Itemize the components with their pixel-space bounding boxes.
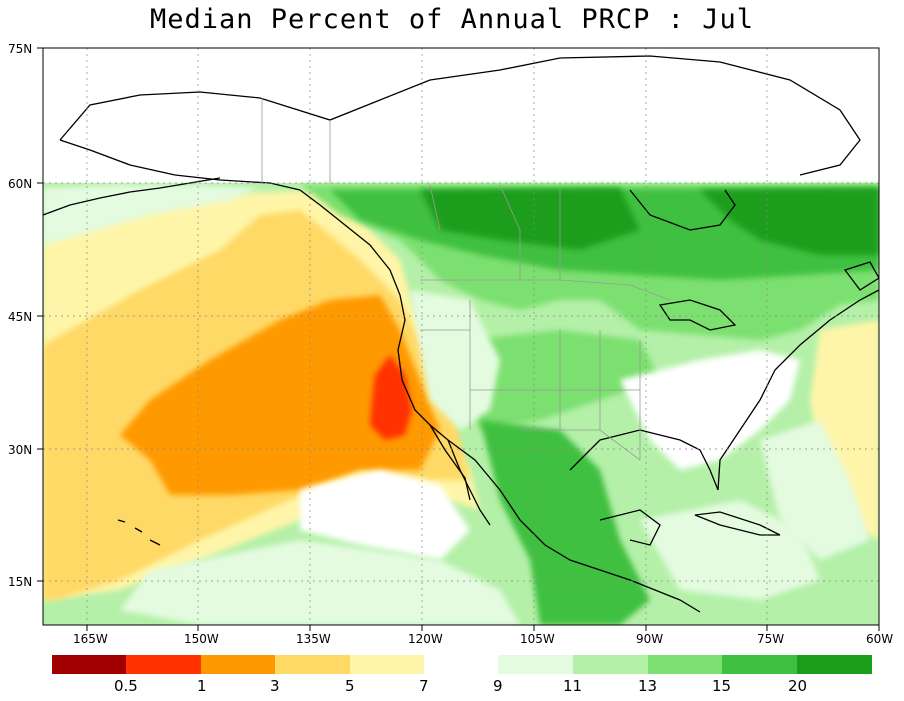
legend-label-7: 7 (419, 677, 429, 695)
legend-label-15: 15 (712, 677, 732, 695)
lon-label-150w: 150W (184, 632, 219, 646)
legend-label-11: 11 (563, 677, 583, 695)
lon-label-90w: 90W (636, 632, 663, 646)
shade-mexico-15 (480, 420, 650, 625)
shade-us-13 (470, 330, 660, 430)
coastlines (43, 55, 879, 613)
legend-label-9: 9 (493, 677, 503, 695)
legend-label-5: 5 (345, 677, 355, 695)
legend-swatch-9 (722, 655, 797, 674)
map-title: Median Percent of Annual PRCP : Jul (150, 4, 754, 35)
lon-label-60w: 60W (866, 632, 893, 646)
lat-label-75n: 75N (8, 42, 32, 56)
shade-pacific-3 (120, 295, 440, 495)
lon-label-135w: 135W (296, 632, 331, 646)
lat-label-30n: 30N (8, 443, 32, 457)
legend-label-0-5: 0.5 (114, 677, 138, 695)
legend-swatch-2 (126, 655, 201, 674)
legend-swatch-3 (201, 655, 275, 674)
lon-label-75w: 75W (757, 632, 784, 646)
legend-swatch-1 (52, 655, 126, 674)
legend-label-13: 13 (638, 677, 658, 695)
legend-swatch-5 (350, 655, 424, 674)
shade-subtrop-white (300, 470, 470, 560)
shade-canada-20 (420, 188, 640, 250)
shade-west-us (410, 290, 500, 430)
shade-east-us (620, 350, 800, 470)
shade-caribbean (640, 500, 820, 600)
legend-swatch-10 (797, 655, 872, 674)
legend-label-3: 3 (270, 677, 280, 695)
lon-label-105w: 105W (520, 632, 555, 646)
legend-label-20: 20 (788, 677, 808, 695)
shade-alaska (43, 185, 260, 245)
lat-label-15n: 15N (8, 575, 32, 589)
gridlines (43, 48, 879, 625)
legend-colorbar (52, 655, 872, 674)
boundaries (261, 98, 671, 461)
shade-quebec-20 (700, 188, 879, 255)
no-data-north (43, 48, 879, 183)
legend-swatch-7 (573, 655, 648, 674)
map-frame (42, 47, 880, 626)
shade-atlantic-7 (810, 320, 879, 540)
legend-swatch-8 (648, 655, 722, 674)
legend-label-1: 1 (197, 677, 207, 695)
legend-swatch-6 (498, 655, 573, 674)
lon-ticks (86, 625, 880, 631)
lat-ticks (37, 47, 43, 582)
shade-epac-9 (120, 540, 520, 625)
lat-label-60n: 60N (8, 177, 32, 191)
lat-label-45n: 45N (8, 310, 32, 324)
legend-swatch-4 (275, 655, 350, 674)
lon-label-165w: 165W (73, 632, 108, 646)
lon-label-120w: 120W (408, 632, 443, 646)
